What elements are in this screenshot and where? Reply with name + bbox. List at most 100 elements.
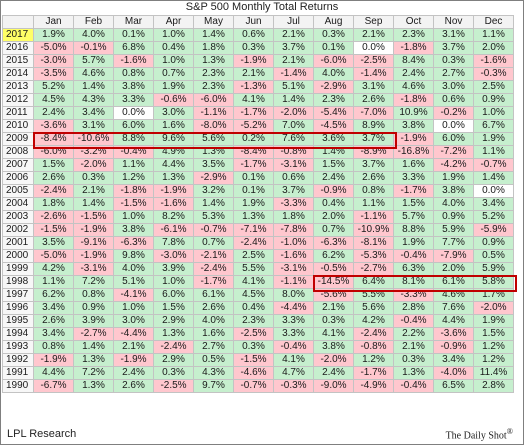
table-row: 2011 2.4% 3.4% 0.0% 3.0% -1.1% -1.7% -2.0% -5.4%… [2,106,514,120]
return-cell: 1.3% [73,379,114,393]
return-cell: 4.6% [73,67,114,81]
table-row: 2007 1.5% -2.0% 1.1% 4.4% 3.5% -1.7% -3.1% 1.5% 3… [2,158,514,172]
return-cell: 2.3% [393,28,434,42]
year-cell: 2004 [2,197,34,211]
return-cell: 0.3% [153,366,194,380]
return-cell: -10.6% [73,132,114,146]
return-cell: 7.7% [433,236,474,250]
return-cell: 2.8% [393,301,434,315]
return-cell: -0.4% [273,340,314,354]
column-header-nov: Nov [433,15,474,29]
return-cell: -1.6% [473,54,514,68]
return-cell: 3.1% [433,28,474,42]
return-cell: 1.9% [433,171,474,185]
return-cell: 5.2% [473,210,514,224]
year-cell: 2016 [2,41,34,55]
return-cell: -8.9% [353,145,394,159]
return-cell: -9.0% [313,379,354,393]
return-cell: 4.1% [233,93,274,107]
return-cell: -3.3% [393,288,434,302]
return-cell: -4.4% [273,301,314,315]
return-cell: 3.1% [353,80,394,94]
year-cell: 1990 [2,379,34,393]
return-cell: -4.9% [353,379,394,393]
return-cell: 3.4% [33,301,74,315]
return-cell: 0.0% [473,184,514,198]
return-cell: -8.4% [233,145,274,159]
return-cell: 3.0% [153,106,194,120]
return-cell: 2.1% [273,54,314,68]
return-cell: 1.5% [33,158,74,172]
return-cell: 7.8% [153,236,194,250]
return-cell: -1.9% [33,353,74,367]
return-cell: 3.3% [273,314,314,328]
return-cell: 3.9% [153,262,194,276]
return-cell: -2.4% [153,340,194,354]
return-cell: 5.6% [193,132,234,146]
return-cell: -1.6% [273,249,314,263]
return-cell: -3.1% [273,158,314,172]
return-cell: 2.6% [113,379,154,393]
return-cell: 4.0% [433,197,474,211]
return-cell: 3.0% [113,314,154,328]
return-cell: 4.4% [433,314,474,328]
return-cell: -1.8% [393,93,434,107]
return-cell: 1.4% [73,197,114,211]
return-cell: 1.1% [473,28,514,42]
return-cell: 2.8% [473,379,514,393]
return-cell: 1.7% [473,288,514,302]
return-cell: -5.6% [313,288,354,302]
return-cell: 1.5% [313,158,354,172]
return-cell: -4.1% [113,288,154,302]
year-cell: 1994 [2,327,34,341]
return-cell: 6.2% [33,288,74,302]
return-cell: -7.0% [353,106,394,120]
header-corner [2,15,34,29]
return-cell: -1.9% [73,223,114,237]
return-cell: 0.3% [313,314,354,328]
year-cell: 1999 [2,262,34,276]
return-cell: 2.3% [193,80,234,94]
return-cell: 3.9% [73,314,114,328]
return-cell: -5.4% [313,106,354,120]
return-cell: 4.1% [313,327,354,341]
registered-mark: ® [506,427,513,436]
column-header-oct: Oct [393,15,434,29]
return-cell: -0.7% [473,158,514,172]
return-cell: 4.3% [73,93,114,107]
year-cell: 2007 [2,158,34,172]
return-cell: 2.1% [233,67,274,81]
return-cell: -2.5% [233,327,274,341]
return-cell: 2.6% [193,301,234,315]
return-cell: 4.6% [433,288,474,302]
return-cell: -1.5% [73,210,114,224]
return-cell: 1.2% [353,353,394,367]
chart-title: S&P 500 Monthly Total Returns [185,1,339,13]
table-row: 1991 4.4% 7.2% 2.4% 0.3% 4.3% -4.6% 4.7% 2.4% -1.… [2,366,514,380]
table-row: 1995 2.6% 3.9% 3.0% 2.9% 4.0% 2.3% 3.3% 0.3% 4.2%… [2,314,514,328]
return-cell: -1.6% [153,197,194,211]
return-cell: 3.5% [193,158,234,172]
header-row: Jan Feb Mar Apr May Jun Jul Aug Sep Oct Nov Dec [2,15,514,29]
return-cell: -2.9% [313,80,354,94]
return-cell: 1.1% [473,145,514,159]
return-cell: 2.7% [193,340,234,354]
return-cell: 0.0% [353,41,394,55]
return-cell: 0.4% [233,301,274,315]
return-cell: 1.3% [193,54,234,68]
return-cell: 4.7% [273,366,314,380]
return-cell: -3.5% [33,67,74,81]
return-cell: -1.5% [33,223,74,237]
return-cell: -1.1% [273,275,314,289]
return-cell: 0.7% [153,67,194,81]
return-cell: 0.7% [193,236,234,250]
return-cell: 5.7% [73,54,114,68]
return-cell: 1.2% [473,340,514,354]
return-cell: 8.8% [393,223,434,237]
return-cell: -1.3% [233,80,274,94]
return-cell: 3.7% [353,132,394,146]
return-cell: -1.6% [113,54,154,68]
return-cell: 6.0% [433,132,474,146]
year-cell: 2011 [2,106,34,120]
